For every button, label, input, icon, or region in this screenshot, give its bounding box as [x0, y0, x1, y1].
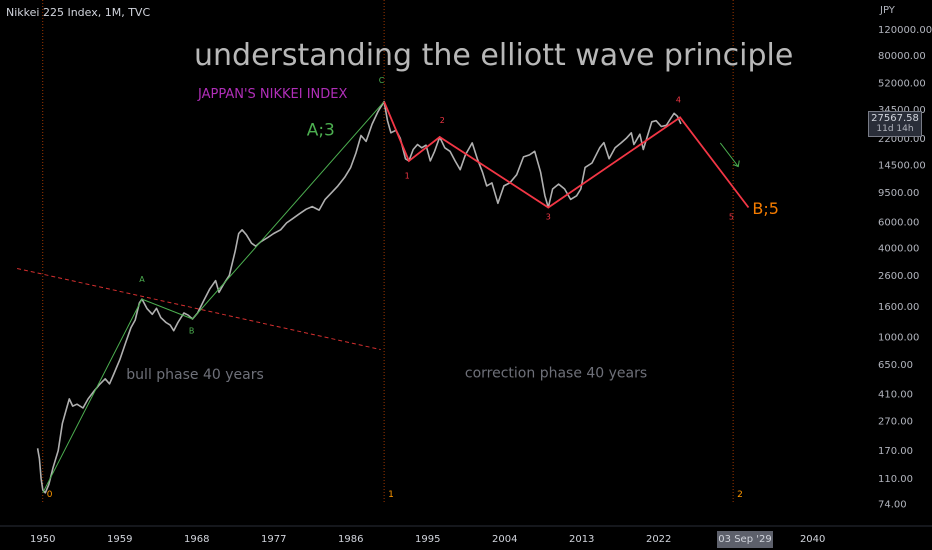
y-tick-label: 1000.00	[878, 332, 919, 343]
x-tick-label: 2022	[646, 534, 671, 545]
x-tick-label: 1986	[338, 534, 363, 545]
last-price: 27567.58	[871, 113, 919, 124]
wave-lines	[42, 101, 750, 494]
bull-wave-line	[42, 101, 385, 494]
x-axis[interactable]: 1950 1959 1968 1977 1986 1995 2004 2013 2022 2040	[0, 525, 932, 545]
x-tick-label: 2004	[492, 534, 517, 545]
guide-label: 0	[47, 490, 53, 500]
y-tick-label: 6000.00	[878, 217, 919, 228]
annotations: bull phase 40 years correction phase 40 y…	[126, 366, 647, 383]
y-tick-label: 74.00	[878, 499, 907, 510]
guide-label: 2	[737, 490, 743, 500]
currency-label: JPY	[880, 5, 895, 16]
y-tick-label: 9500.00	[878, 188, 919, 199]
wave-label: 3	[546, 213, 551, 222]
symbol-label[interactable]: Nikkei 225 Index, 1M, TVC	[6, 6, 151, 19]
y-tick-label: 410.00	[878, 390, 913, 401]
wave-label: 4	[676, 95, 681, 104]
wave-label: A;3	[307, 121, 335, 141]
y-tick-label: 34500.00	[878, 105, 926, 116]
wave-labels: A B C A;3 1 2 3 4 5 B;5	[139, 76, 779, 336]
x-tick-label: 1977	[261, 534, 286, 545]
y-tick-label: 1600.00	[878, 302, 919, 313]
phase-annotation: bull phase 40 years	[126, 367, 263, 383]
price-series	[36, 100, 682, 494]
y-tick-label: 270.00	[878, 416, 913, 427]
x-tick-label: 2013	[569, 534, 594, 545]
y-axis[interactable]: 120000.00 80000.00 52000.00 34500.00 22000.0…	[878, 25, 932, 510]
y-tick-label: 650.00	[878, 360, 913, 371]
wave-label: B;5	[752, 199, 779, 218]
x-tick-label: 1968	[184, 534, 209, 545]
wave-label: 2	[440, 116, 445, 125]
nikkei-price-line	[36, 100, 682, 494]
chart-subtitle: JAPPAN'S NIKKEI INDEX	[198, 87, 348, 102]
down-arrow-head	[733, 160, 740, 168]
y-tick-label: 2600.00	[878, 271, 919, 282]
y-tick-label: 14500.00	[878, 161, 926, 172]
last-price-tag: 27567.58 11d 14h	[868, 111, 922, 137]
x-tick-label: 1959	[107, 534, 132, 545]
y-tick-label: 80000.00	[878, 51, 926, 62]
down-arrow-shaft	[719, 142, 739, 167]
wave-label: 5	[729, 213, 734, 222]
guide-label: 1	[388, 490, 394, 500]
y-tick-label: 52000.00	[878, 79, 926, 90]
x-tick-label: 1995	[415, 534, 440, 545]
bar-countdown: 11d 14h	[876, 124, 914, 134]
vertical-guides: 0 1 2	[42, 0, 743, 503]
wave-label: C	[379, 76, 385, 85]
chart-title: understanding the elliott wave principle	[194, 38, 794, 73]
y-tick-label: 170.00	[878, 446, 913, 457]
crosshair-date-tag: 03 Sep '29	[717, 531, 773, 548]
wave-label: 1	[405, 171, 410, 180]
x-tick-label: 2040	[800, 534, 825, 545]
correction-wave-line	[383, 101, 750, 209]
wave-label: A	[139, 275, 145, 284]
wave-label: B	[189, 327, 195, 336]
y-tick-label: 110.00	[878, 474, 913, 485]
y-tick-label: 4000.00	[878, 243, 919, 254]
y-tick-label: 120000.00	[878, 25, 932, 36]
x-tick-label: 1950	[30, 534, 55, 545]
trendline-group	[17, 267, 381, 351]
phase-annotation: correction phase 40 years	[465, 366, 647, 382]
resistance-trendline	[17, 267, 381, 351]
y-tick-label: 22000.00	[878, 134, 926, 145]
